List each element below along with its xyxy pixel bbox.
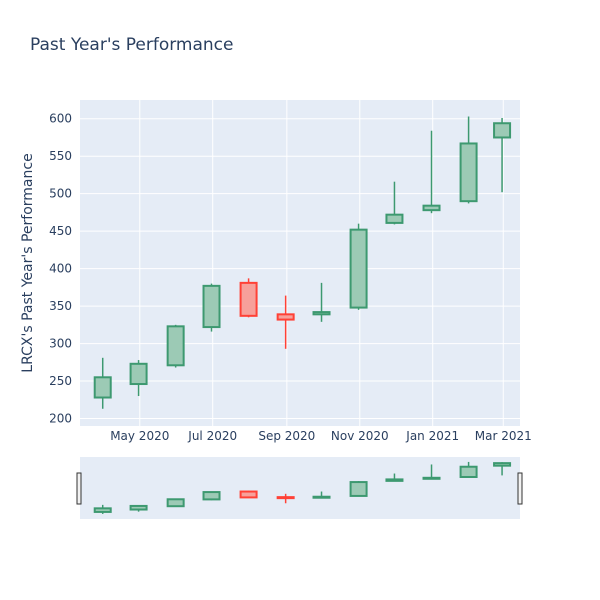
y-tick-label: 450 <box>49 224 72 238</box>
y-axis-ticks: 200 250 300 350 400 450 500 550 600 <box>49 112 72 426</box>
candle-body <box>129 362 148 386</box>
candle <box>129 360 148 397</box>
mini-candle <box>422 464 441 480</box>
candle-body <box>349 228 368 309</box>
mini-candle <box>239 490 258 499</box>
range-slider-track[interactable] <box>80 457 520 519</box>
y-tick-label: 300 <box>49 337 72 351</box>
candle <box>385 181 404 225</box>
y-tick-label: 550 <box>49 149 72 163</box>
mini-candle <box>93 504 112 514</box>
range-slider-preview <box>93 461 512 514</box>
candle-body <box>276 313 295 321</box>
mini-candle <box>202 491 221 501</box>
candle-body <box>312 311 331 316</box>
candle <box>493 117 512 193</box>
candle <box>202 283 221 332</box>
mini-candle <box>385 473 404 482</box>
candle-body <box>459 142 478 203</box>
mini-candle <box>312 491 331 499</box>
y-axis-title: LRCX's Past Year's Performance <box>20 153 36 372</box>
candle-body <box>202 284 221 329</box>
mini-candle-body <box>202 491 221 501</box>
candle-body <box>422 204 441 212</box>
mini-candle <box>493 462 512 476</box>
chart-title: Past Year's Performance <box>30 35 234 55</box>
candle-body <box>239 281 258 317</box>
candles-layer <box>93 116 512 409</box>
y-tick-label: 200 <box>49 412 72 426</box>
mini-candle-body <box>459 465 478 479</box>
mini-candle-body <box>385 478 404 482</box>
y-tick-label: 250 <box>49 374 72 388</box>
mini-candle-body <box>493 462 512 467</box>
candle <box>459 116 478 204</box>
candle <box>312 282 331 322</box>
mini-candle-body <box>129 504 148 511</box>
candle-body <box>493 122 512 139</box>
mini-candle-body <box>349 481 368 497</box>
x-tick-label: Jan 2021 <box>405 429 459 443</box>
candle-body <box>93 376 112 399</box>
mini-candle-body <box>166 498 185 508</box>
y-tick-label: 400 <box>49 262 72 276</box>
x-tick-label: May 2020 <box>110 429 169 443</box>
mini-candle-body <box>276 496 295 500</box>
mini-candle <box>129 504 148 512</box>
candle <box>422 130 441 214</box>
range-slider[interactable] <box>76 457 523 519</box>
candle <box>276 295 295 349</box>
plot-area <box>80 100 520 426</box>
mini-candle-body <box>239 490 258 499</box>
candle-body <box>166 325 185 367</box>
x-tick-label: Nov 2020 <box>331 429 389 443</box>
candle-body <box>385 213 404 224</box>
x-tick-label: Jul 2020 <box>187 429 237 443</box>
y-tick-label: 350 <box>49 299 72 313</box>
x-axis-ticks: May 2020 Jul 2020 Sep 2020 Nov 2020 Jan 2021… <box>110 429 532 443</box>
candle <box>349 223 368 310</box>
y-gridlines <box>80 118 520 420</box>
mini-candle <box>166 498 185 508</box>
y-tick-label: 600 <box>49 112 72 126</box>
range-slider-right-handle[interactable] <box>517 472 523 505</box>
x-tick-label: Mar 2021 <box>475 429 532 443</box>
mini-candle-body <box>312 495 331 499</box>
mini-candle <box>349 481 368 497</box>
range-slider-left-handle[interactable] <box>76 472 82 505</box>
candle <box>239 278 258 318</box>
mini-candle-body <box>93 507 112 513</box>
mini-candle <box>459 461 478 479</box>
candle <box>93 357 112 409</box>
candle <box>166 324 185 368</box>
mini-candle <box>276 493 295 504</box>
x-tick-label: Sep 2020 <box>258 429 315 443</box>
y-tick-label: 500 <box>49 187 72 201</box>
mini-candle-body <box>422 476 441 480</box>
